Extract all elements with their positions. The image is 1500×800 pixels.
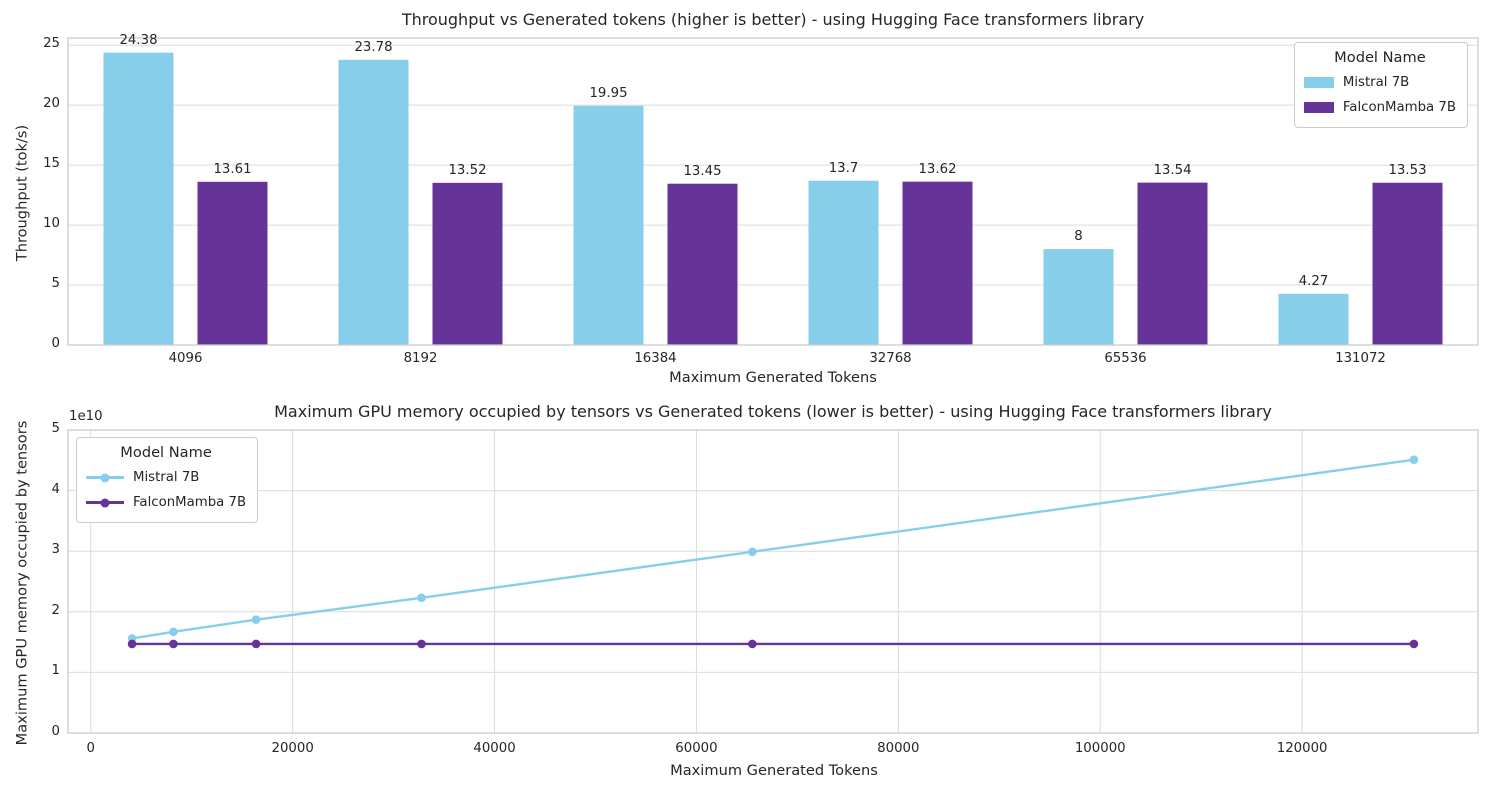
bar-label-falconmamba-7b-32768: 13.62	[918, 161, 957, 177]
point-falconmamba-7b-131072	[1409, 639, 1419, 649]
point-falconmamba-7b-4096	[127, 639, 137, 649]
point-mistral-7b-16384	[251, 615, 261, 624]
bottom-ytick-3: 3	[51, 542, 60, 558]
top-ytick-15: 15	[43, 156, 60, 172]
bottom-xtick-60000: 60000	[675, 741, 718, 756]
point-falconmamba-7b-8192	[169, 639, 178, 649]
mistral-line-marker-icon	[86, 473, 124, 482]
point-falconmamba-7b-65536	[748, 639, 757, 649]
mistral-color-patch-icon	[1303, 77, 1334, 88]
bar-label-mistral-7b-32768: 13.7	[828, 160, 859, 176]
bottom-ytick-4: 4	[51, 481, 60, 497]
top-chart-xlabel: Maximum Generated Tokens	[669, 369, 877, 386]
bar-label-falconmamba-7b-16384: 13.45	[683, 163, 722, 179]
top-ytick-20: 20	[43, 96, 60, 112]
bar-label-mistral-7b-131072: 4.27	[1298, 273, 1329, 289]
bottom-ytick-0: 0	[51, 724, 60, 739]
bar-falconmamba-7b-16384	[667, 183, 738, 345]
bar-label-mistral-7b-65536: 8	[1074, 229, 1083, 245]
top-ytick-25: 25	[43, 36, 60, 52]
bottom-legend: Model Name Mistral 7B FalconMamba 7B	[76, 437, 259, 523]
bar-label-mistral-7b-16384: 19.95	[589, 85, 628, 101]
bottom-legend-title: Model Name	[120, 444, 212, 461]
bar-mistral-7b-4096	[103, 52, 174, 346]
bar-falconmamba-7b-8192	[432, 182, 503, 345]
bottom-legend-item-falconmamba: FalconMamba 7B	[86, 490, 246, 515]
bottom-chart-title: Maximum GPU memory occupied by tensors v…	[274, 402, 1272, 421]
top-xtick-131072: 131072	[1335, 351, 1386, 366]
bar-falconmamba-7b-4096	[197, 181, 268, 345]
top-legend: Model Name Mistral 7B FalconMamba 7B	[1293, 42, 1468, 128]
top-legend-item-falconmamba: FalconMamba 7B	[1303, 95, 1456, 120]
bottom-xtick-120000: 120000	[1276, 741, 1328, 756]
point-mistral-7b-65536	[748, 547, 757, 557]
point-falconmamba-7b-16384	[251, 639, 261, 649]
bottom-legend-label-falconmamba: FalconMamba 7B	[133, 495, 247, 510]
bar-falconmamba-7b-65536	[1137, 182, 1208, 345]
bar-label-falconmamba-7b-8192: 13.52	[448, 162, 487, 178]
bar-label-falconmamba-7b-4096: 13.61	[213, 161, 252, 177]
top-axes-border	[67, 37, 1479, 346]
falconmamba-line-marker-icon	[86, 498, 124, 507]
bottom-ytick-5: 5	[51, 421, 60, 436]
bar-label-falconmamba-7b-131072: 13.53	[1388, 162, 1427, 178]
top-legend-label-falconmamba: FalconMamba 7B	[1342, 100, 1456, 115]
top-chart-ylabel: Throughput (tok/s)	[13, 124, 31, 262]
point-mistral-7b-131072	[1409, 455, 1419, 464]
bar-mistral-7b-8192	[338, 59, 409, 346]
bar-falconmamba-7b-131072	[1372, 182, 1443, 345]
top-xtick-8192: 8192	[403, 351, 438, 366]
bottom-xtick-80000: 80000	[877, 741, 920, 756]
top-ytick-10: 10	[43, 216, 60, 232]
bottom-xtick-20000: 20000	[271, 741, 314, 756]
bar-label-falconmamba-7b-65536: 13.54	[1153, 162, 1192, 178]
bottom-xtick-0: 0	[86, 741, 95, 756]
bottom-legend-item-mistral: Mistral 7B	[86, 465, 246, 490]
bottom-ytick-2: 2	[51, 602, 60, 618]
bar-label-mistral-7b-4096: 24.38	[119, 32, 158, 48]
bottom-chart-xlabel: Maximum Generated Tokens	[670, 762, 878, 779]
bottom-xtick-100000: 100000	[1074, 741, 1126, 756]
top-xtick-32768: 32768	[869, 351, 912, 366]
top-chart-title: Throughput vs Generated tokens (higher i…	[401, 10, 1145, 29]
bottom-chart-ylabel: Maximum GPU memory occupied by tensors	[13, 420, 31, 746]
bottom-legend-label-mistral: Mistral 7B	[133, 470, 200, 485]
bottom-ytick-1: 1	[51, 663, 60, 679]
bar-mistral-7b-131072	[1278, 293, 1349, 345]
top-ytick-5: 5	[51, 276, 60, 292]
top-legend-item-mistral: Mistral 7B	[1303, 70, 1456, 95]
bar-falconmamba-7b-32768	[902, 181, 973, 345]
point-falconmamba-7b-32768	[417, 639, 426, 649]
top-xtick-4096: 4096	[168, 351, 203, 366]
bottom-chart-scale-label: 1e10	[69, 409, 103, 424]
top-xtick-16384: 16384	[634, 351, 677, 366]
bottom-xtick-40000: 40000	[473, 741, 516, 756]
bar-mistral-7b-65536	[1043, 249, 1114, 345]
bar-mistral-7b-16384	[573, 105, 644, 345]
top-ytick-0: 0	[51, 336, 60, 351]
bar-mistral-7b-32768	[808, 180, 879, 345]
bottom-axes-border	[67, 429, 1479, 734]
top-legend-title: Model Name	[1334, 49, 1426, 66]
point-mistral-7b-32768	[417, 593, 426, 603]
point-mistral-7b-8192	[169, 627, 178, 637]
line-mistral-7b	[131, 458, 1415, 640]
bar-label-mistral-7b-8192: 23.78	[354, 39, 393, 55]
top-xtick-65536: 65536	[1104, 351, 1147, 366]
top-legend-label-mistral: Mistral 7B	[1342, 75, 1410, 90]
falconmamba-color-patch-icon	[1303, 102, 1334, 113]
